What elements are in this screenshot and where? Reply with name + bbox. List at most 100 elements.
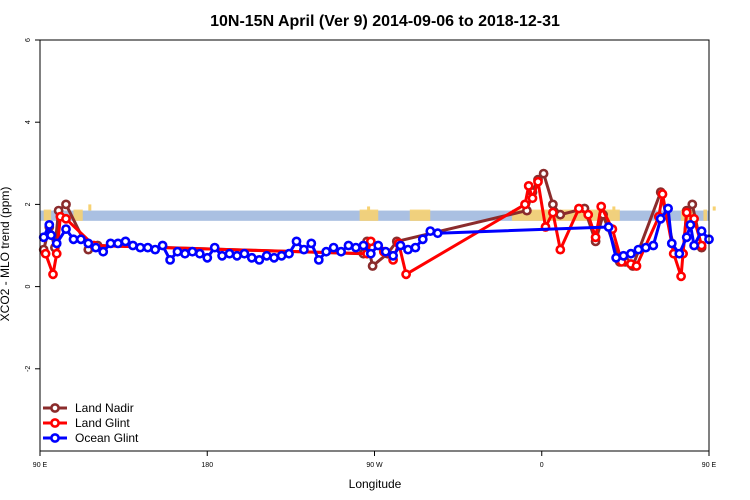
data-point (187, 246, 198, 257)
x-tick-label: 90 E (702, 462, 717, 469)
legend-label: Ocean Glint (75, 431, 139, 445)
data-point (523, 180, 534, 191)
data-point (269, 252, 279, 263)
data-point (590, 232, 601, 243)
data-point (90, 242, 101, 253)
data-point (611, 252, 621, 263)
data-point (583, 209, 594, 220)
data-point (321, 246, 332, 257)
data-point (403, 244, 413, 255)
data-point (555, 244, 566, 255)
legend-swatch-marker (50, 418, 60, 428)
data-point (254, 254, 265, 265)
data-point (681, 207, 692, 218)
data-point (306, 238, 317, 249)
y-tick-label: 6 (25, 38, 32, 42)
data-point (350, 242, 361, 253)
data-point (98, 246, 109, 257)
data-point (194, 248, 205, 259)
series-ocean-glint (38, 203, 714, 265)
land-patch (703, 209, 708, 221)
data-point (603, 222, 614, 232)
data-point (432, 228, 443, 239)
legend-label: Land Nadir (75, 401, 134, 415)
data-point (180, 248, 190, 259)
data-point (696, 226, 707, 236)
legend-item: Ocean Glint (43, 431, 139, 445)
data-point (626, 248, 636, 259)
data-point (328, 242, 339, 253)
data-point (209, 242, 220, 253)
data-point (61, 213, 71, 224)
data-point (239, 248, 250, 259)
data-point (596, 201, 607, 212)
data-point (666, 238, 677, 249)
data-point (40, 248, 51, 259)
data-point (395, 240, 406, 251)
legend-swatch-marker (50, 403, 60, 413)
y-tick-label: 4 (25, 120, 32, 124)
land-patch (88, 204, 92, 211)
land-patch (43, 209, 52, 221)
data-point (533, 176, 543, 187)
data-point (246, 252, 257, 263)
data-point (648, 240, 659, 251)
data-point (51, 238, 62, 249)
x-tick-label: 90 E (33, 462, 48, 469)
data-point (46, 230, 56, 241)
data-point (313, 254, 324, 265)
y-axis-label: XCO2 - MLO trend (ppm) (0, 187, 12, 322)
data-point (367, 261, 378, 271)
data-point (83, 238, 94, 249)
x-tick-label: 90 W (366, 462, 383, 469)
data-point (687, 199, 698, 210)
y-axis-ticks: -2 0 2 4 6 (25, 38, 40, 372)
data-point (417, 234, 428, 245)
data-point (113, 238, 123, 249)
x-tick-label: 0 (540, 462, 544, 469)
legend-item: Land Glint (43, 416, 130, 430)
data-point (76, 234, 86, 245)
data-point (336, 246, 346, 257)
data-point (655, 213, 666, 224)
data-point (298, 244, 309, 255)
data-point (657, 189, 668, 199)
data-point (689, 240, 699, 251)
land-patch (367, 206, 371, 211)
data-point (202, 252, 213, 263)
x-axis-ticks: 90 E 180 90 W 0 90 E (33, 451, 717, 469)
data-point (51, 248, 62, 259)
data-point (696, 240, 707, 251)
data-point (142, 242, 153, 253)
data-point (640, 242, 651, 253)
data-point (631, 261, 642, 271)
data-point (676, 271, 686, 282)
data-point (172, 246, 183, 257)
land-patch (612, 206, 616, 211)
data-point (527, 193, 538, 204)
y-tick-label: -2 (25, 366, 32, 372)
data-point (674, 248, 685, 259)
land-patch (73, 209, 83, 221)
data-point (48, 269, 58, 280)
legend-swatch-marker (50, 433, 60, 443)
data-point (61, 224, 71, 234)
land-patch (409, 209, 431, 221)
x-tick-label: 180 (201, 462, 213, 469)
x-axis-label: Longitude (349, 477, 402, 491)
data-point (548, 199, 558, 210)
land-patch (512, 209, 620, 221)
data-point (150, 244, 161, 255)
y-tick-label: 2 (25, 202, 32, 206)
data-point (291, 236, 302, 247)
data-point (120, 236, 131, 247)
legend-label: Land Glint (75, 416, 130, 430)
data-point (61, 199, 71, 210)
data-point (574, 203, 584, 214)
data-point (284, 248, 294, 259)
data-point (548, 207, 558, 218)
data-point (365, 236, 376, 247)
data-point (380, 246, 391, 257)
